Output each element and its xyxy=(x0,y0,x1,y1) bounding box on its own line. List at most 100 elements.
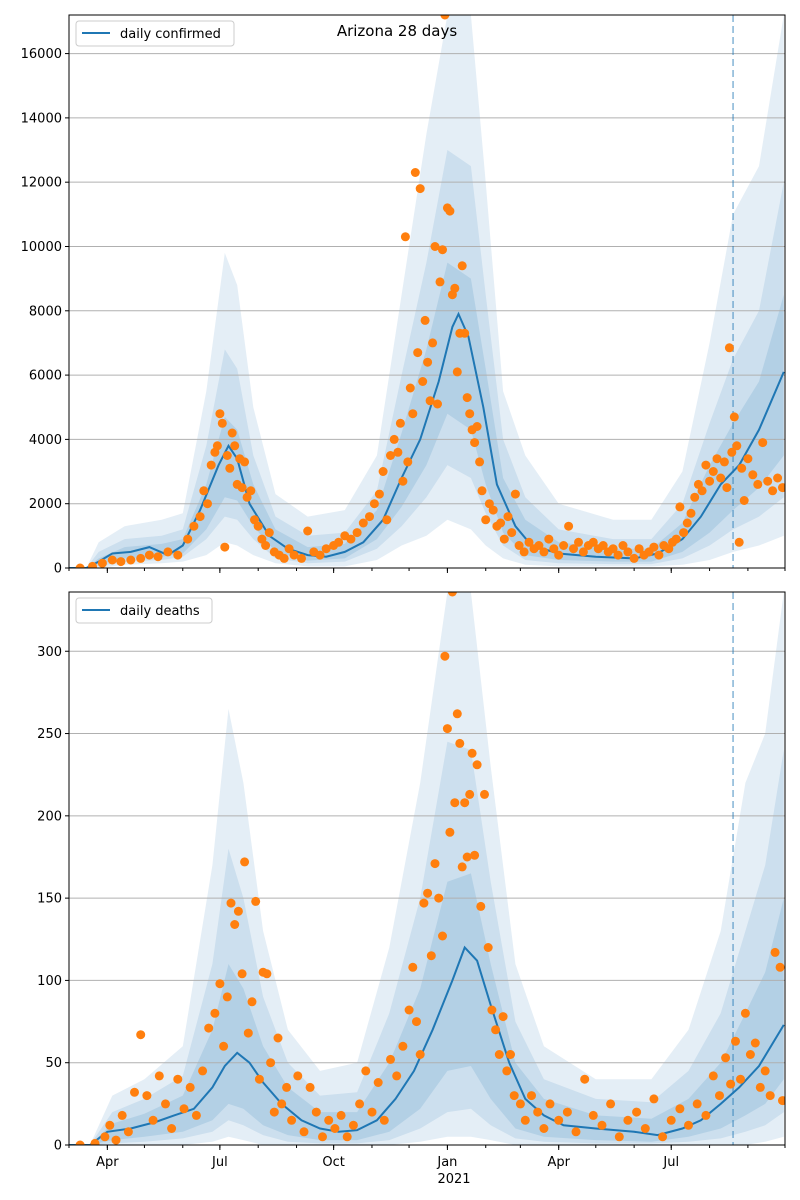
observed-point xyxy=(768,486,778,496)
observed-point xyxy=(506,1050,515,1059)
observed-point xyxy=(365,512,374,522)
observed-point xyxy=(488,505,498,515)
observed-point xyxy=(457,261,467,271)
observed-point xyxy=(539,547,549,557)
y-tick-label: 8000 xyxy=(29,304,62,319)
observed-point xyxy=(770,947,780,957)
observed-point xyxy=(498,1012,508,1022)
observed-point xyxy=(457,862,467,872)
observed-point xyxy=(740,1008,750,1018)
confirmed-y-axis: 0 2000 4000 6000 8000 10000 12000 14000 16000 xyxy=(21,47,69,577)
observed-point xyxy=(130,1087,139,1097)
observed-point xyxy=(219,1041,229,1051)
observed-point xyxy=(428,338,438,348)
observed-point xyxy=(554,1115,564,1125)
observed-point xyxy=(215,409,225,419)
observed-point xyxy=(430,859,440,869)
chart-title: Arizona 28 days xyxy=(337,22,458,40)
observed-point xyxy=(203,499,212,509)
x-tick-label: Jul xyxy=(662,1155,679,1170)
observed-point xyxy=(352,528,362,538)
observed-point xyxy=(708,467,718,476)
observed-point xyxy=(701,1110,711,1120)
observed-point xyxy=(191,1110,201,1120)
observed-point xyxy=(247,997,257,1007)
y-tick-label: 0 xyxy=(54,562,62,577)
observed-point xyxy=(75,563,85,568)
y-tick-label: 12000 xyxy=(21,176,62,191)
observed-point xyxy=(237,483,247,493)
observed-point xyxy=(142,1091,152,1101)
observed-point xyxy=(763,476,773,486)
observed-point xyxy=(297,553,306,563)
y-tick-label: 0 xyxy=(54,1139,62,1154)
observed-point xyxy=(623,547,633,557)
observed-point xyxy=(222,992,232,1002)
observed-point xyxy=(173,1074,183,1084)
observed-point xyxy=(477,486,487,496)
observed-point xyxy=(533,1107,543,1117)
observed-point xyxy=(483,943,493,952)
observed-point xyxy=(734,537,744,547)
observed-point xyxy=(425,396,435,406)
observed-point xyxy=(712,454,722,464)
observed-point xyxy=(524,537,534,547)
observed-point xyxy=(369,499,379,509)
observed-point xyxy=(562,1107,572,1117)
deaths-legend: daily deaths xyxy=(75,597,213,624)
observed-point xyxy=(334,537,344,547)
observed-point xyxy=(412,1017,421,1027)
observed-point xyxy=(527,1091,536,1101)
observed-point xyxy=(597,1120,607,1130)
observed-point xyxy=(404,1005,414,1015)
observed-point xyxy=(731,1036,740,1046)
observed-point xyxy=(748,470,758,480)
observed-point xyxy=(398,1041,408,1051)
observed-point xyxy=(571,1127,581,1137)
observed-point xyxy=(705,476,715,486)
observed-point xyxy=(773,473,783,483)
observed-point xyxy=(470,438,480,448)
observed-point xyxy=(398,476,408,486)
observed-point xyxy=(503,512,513,522)
observed-point xyxy=(715,1091,724,1101)
confirmed-legend-box xyxy=(75,20,235,47)
observed-point xyxy=(321,544,331,554)
observed-point xyxy=(509,1091,519,1101)
observed-point xyxy=(445,827,455,837)
observed-point xyxy=(554,550,564,560)
observed-point xyxy=(507,528,517,538)
observed-point xyxy=(722,483,732,493)
observed-point xyxy=(534,541,544,550)
observed-point xyxy=(355,1099,365,1109)
observed-point xyxy=(195,512,205,522)
observed-point xyxy=(753,479,763,489)
observed-point xyxy=(220,542,230,552)
observed-point xyxy=(502,1066,512,1076)
deaths-panel: 0 50 100 150 200 250 300 Apr Jul Oct Jan Apr Jul da… xyxy=(37,591,786,1170)
observed-point xyxy=(305,1082,315,1092)
observed-point xyxy=(105,1120,115,1130)
observed-point xyxy=(88,561,97,568)
observed-point xyxy=(549,544,559,554)
observed-point xyxy=(564,521,574,531)
observed-point xyxy=(311,1107,321,1117)
confirmed-legend: daily confirmed xyxy=(75,20,235,47)
observed-point xyxy=(515,1099,525,1109)
confirmed-panel: 0 2000 4000 6000 8000 10000 12000 14000 16000 da… xyxy=(21,14,786,577)
observed-point xyxy=(559,541,569,550)
x-tick-label: Jan xyxy=(436,1155,457,1170)
observed-point xyxy=(519,547,529,557)
observed-point xyxy=(452,709,462,719)
y-tick-label: 200 xyxy=(37,809,62,824)
observed-point xyxy=(282,1082,292,1092)
y-tick-label: 2000 xyxy=(29,497,62,512)
model-line-path xyxy=(69,945,785,1145)
observed-point xyxy=(107,555,117,565)
observed-point xyxy=(324,1115,334,1125)
observed-point xyxy=(692,1099,702,1109)
observed-point xyxy=(491,1025,501,1035)
observed-point xyxy=(97,558,107,568)
observed-point xyxy=(418,377,428,386)
